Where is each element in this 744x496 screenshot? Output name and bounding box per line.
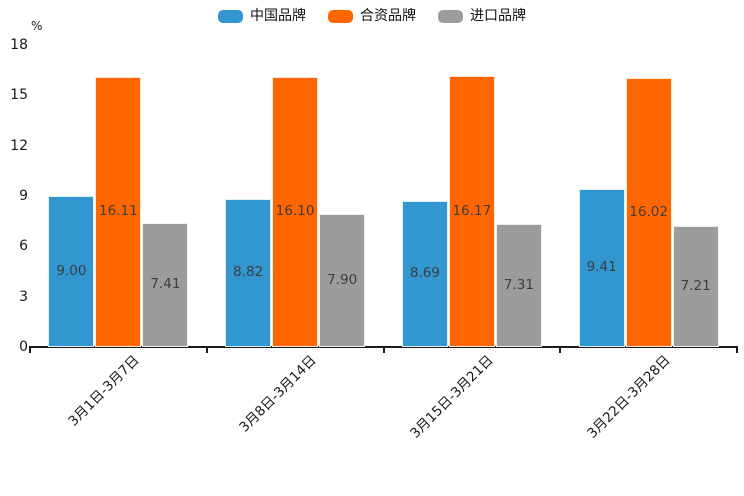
bar-series1-group2: 16.17	[448, 75, 495, 347]
legend-item-2[interactable]: 进口品牌	[438, 9, 526, 23]
y-tick-label: 3	[19, 288, 28, 305]
x-axis-tick	[29, 346, 31, 353]
legend-item-0[interactable]: 中国品牌	[218, 9, 306, 23]
bar-series2-group0: 7.41	[142, 222, 189, 347]
legend-item-1[interactable]: 合资品牌	[328, 9, 416, 23]
y-tick-label: 12	[10, 137, 28, 154]
bar-value-label: 7.90	[327, 271, 358, 288]
bar-value-label: 7.41	[150, 276, 181, 293]
bar-series1-group0: 16.11	[95, 76, 142, 347]
bar-value-label: 16.02	[629, 203, 668, 220]
bar-value-label: 16.17	[452, 202, 492, 219]
x-axis-tick	[559, 346, 562, 353]
x-tick-label: 3月15日-3月21日	[407, 352, 497, 442]
legend-marker-icon	[218, 9, 243, 23]
bar-series2-group3: 7.21	[672, 226, 719, 347]
bar-value-label: 8.69	[409, 265, 440, 282]
x-tick-label: 3月1日-3月7日	[65, 352, 143, 430]
x-tick-label: 3月22日-3月28日	[583, 352, 674, 442]
y-tick-label: 6	[19, 238, 28, 255]
y-tick-label: 15	[10, 87, 28, 104]
y-tick-label: 9	[19, 188, 28, 204]
legend-label: 中国品牌	[250, 8, 306, 24]
bar-value-label: 8.82	[233, 264, 264, 281]
legend: 中国品牌 合资品牌 进口品牌	[0, 9, 744, 23]
bar-series1-group1: 16.10	[272, 76, 319, 347]
x-axis-tick	[205, 346, 208, 353]
bar-series2-group2: 7.31	[495, 224, 542, 347]
bar-series0-group3: 9.41	[578, 189, 625, 347]
x-axis-tick	[382, 346, 385, 353]
bar-series2-group1: 7.90	[319, 214, 366, 347]
legend-label: 合资品牌	[360, 8, 416, 24]
bar-value-label: 7.21	[680, 277, 711, 294]
y-tick-label: 0	[19, 339, 28, 355]
bar-series1-group3: 16.02	[625, 78, 672, 347]
bar-value-label: 16.11	[99, 203, 138, 220]
y-axis-unit-label: %	[31, 19, 43, 33]
legend-marker-icon	[328, 9, 353, 23]
bar-series0-group2: 8.69	[401, 201, 448, 347]
x-tick-label: 3月8日-3月14日	[236, 352, 320, 436]
bar-value-label: 7.31	[503, 276, 534, 293]
legend-marker-icon	[438, 9, 463, 23]
bar-value-label: 9.00	[56, 262, 87, 279]
legend-label: 进口品牌	[470, 8, 526, 24]
bar-series0-group1: 8.82	[225, 199, 272, 347]
y-tick-label: 18	[10, 37, 28, 53]
bar-value-label: 16.10	[275, 203, 315, 220]
bar-series0-group0: 9.00	[48, 196, 95, 347]
x-axis-tick	[736, 346, 738, 353]
bar-value-label: 9.41	[586, 259, 617, 276]
